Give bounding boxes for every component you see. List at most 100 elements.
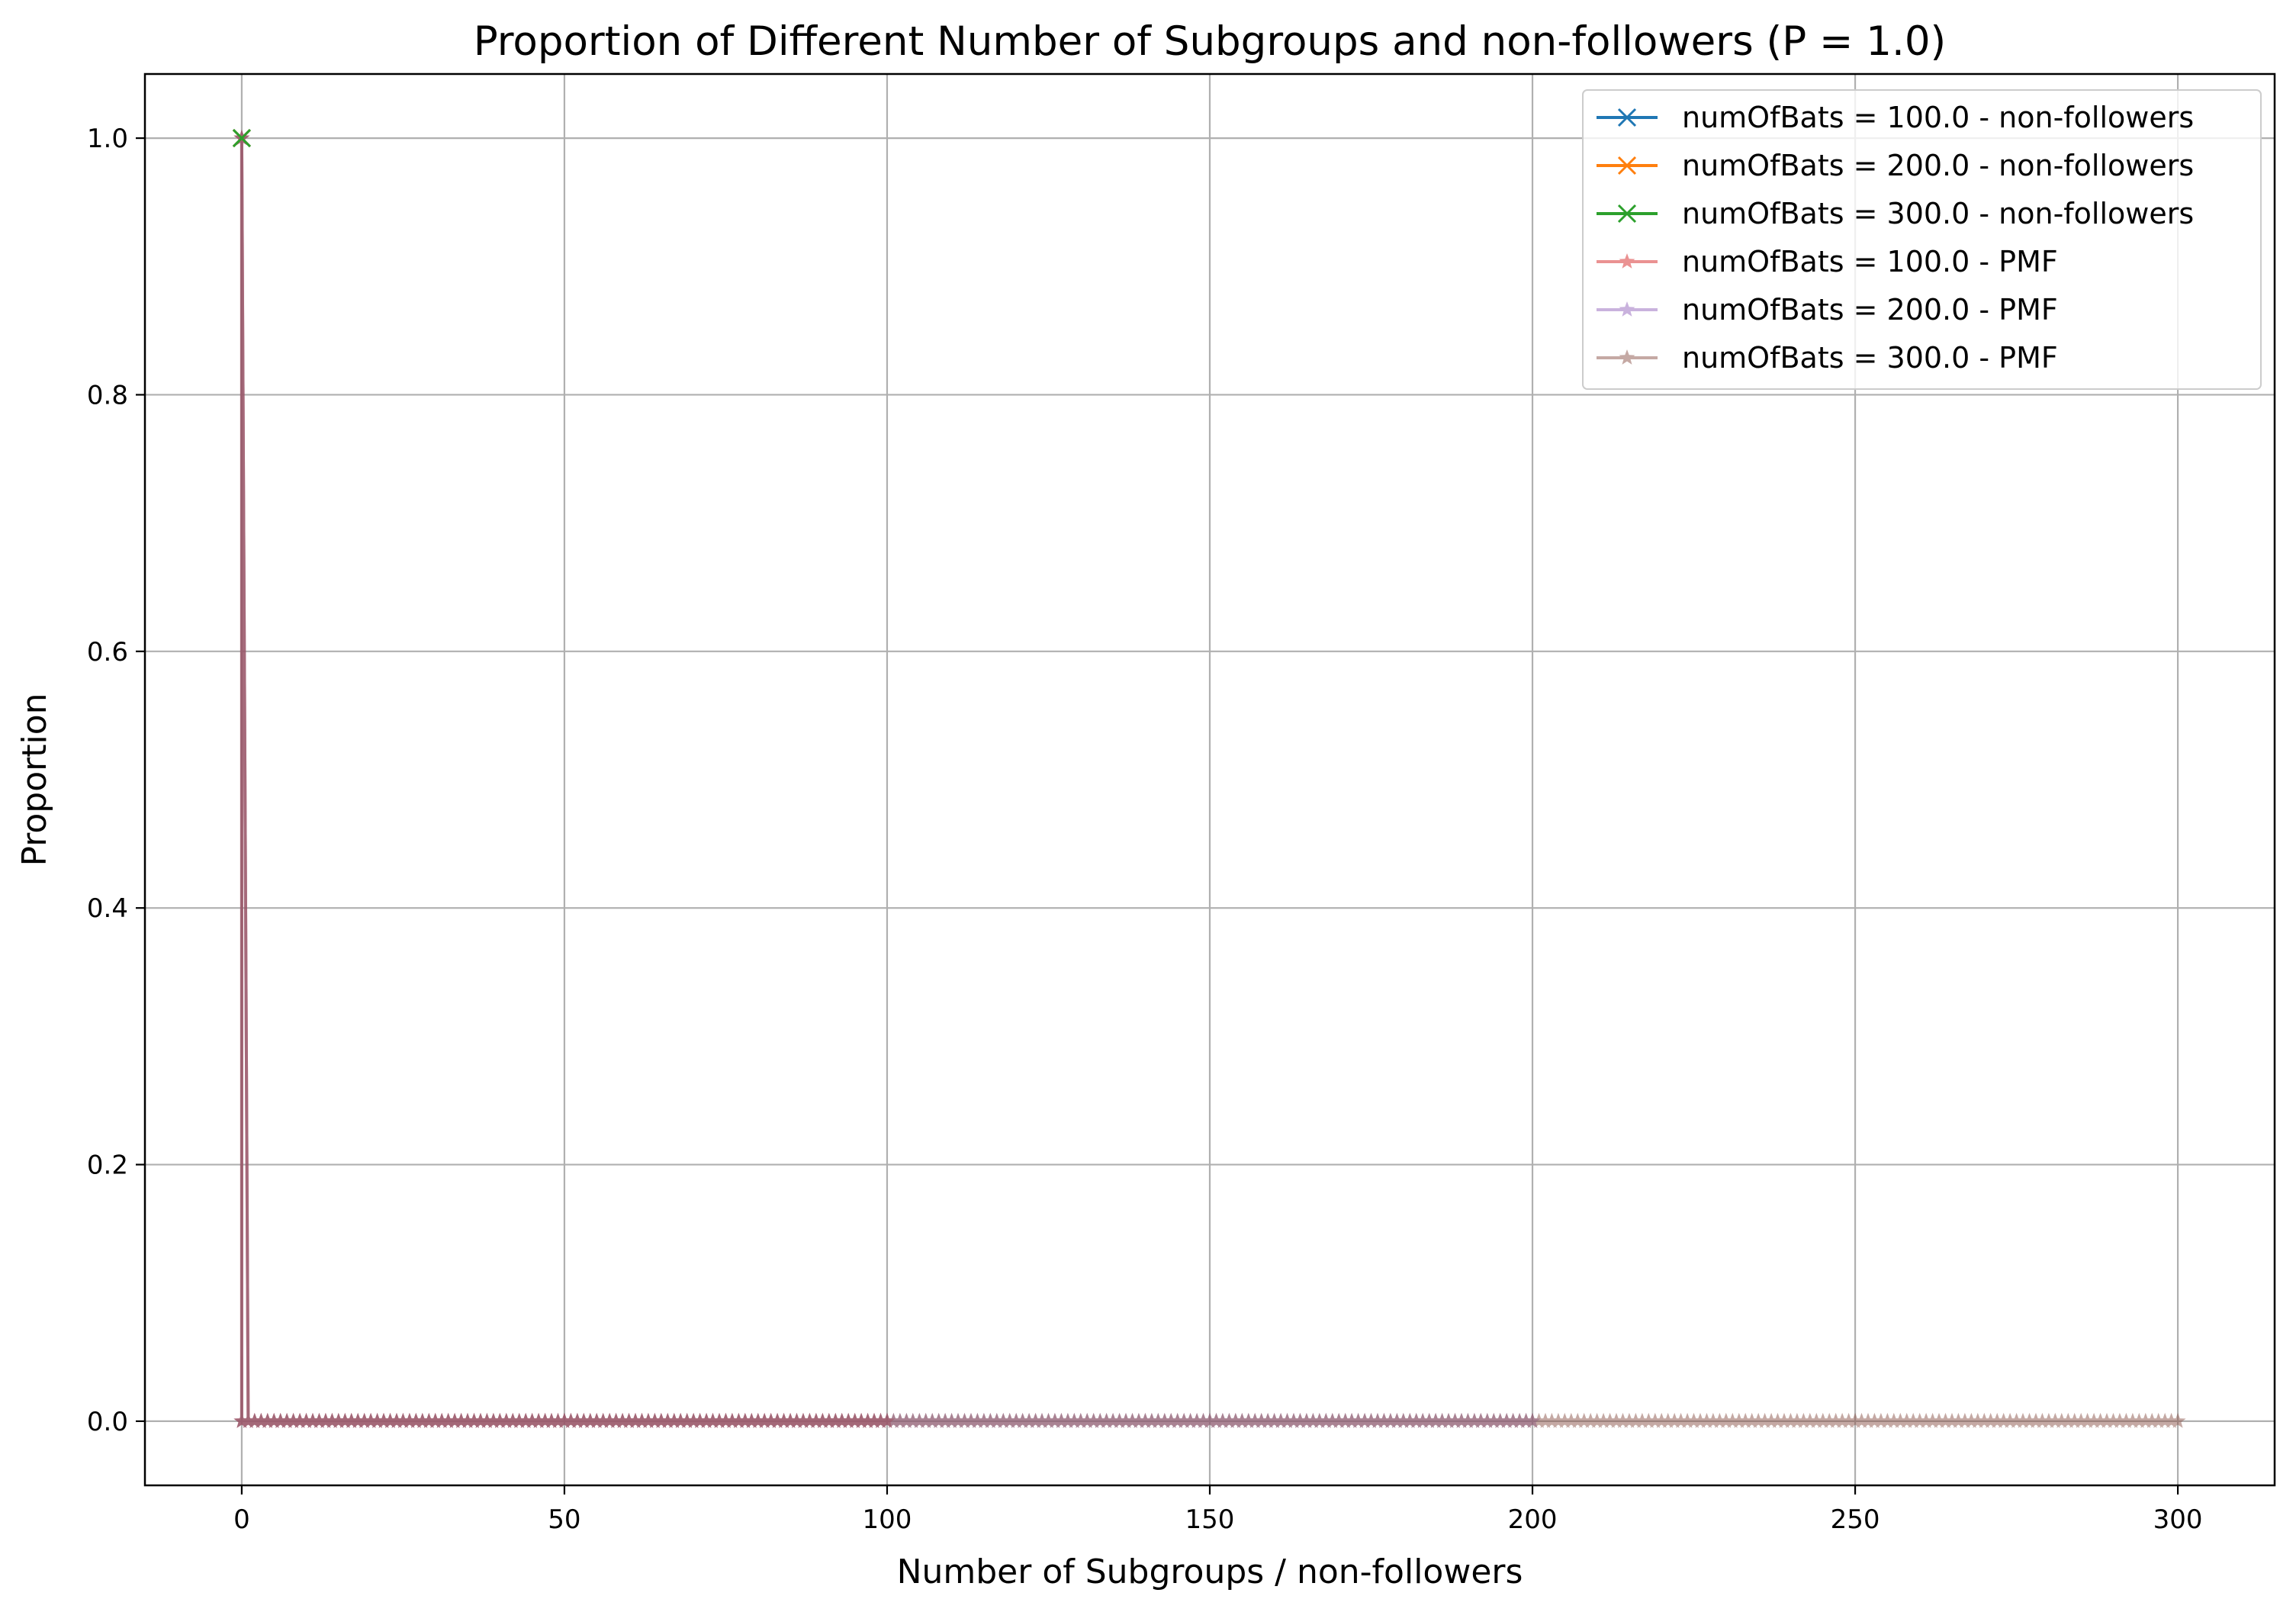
data-point-star — [989, 1412, 1005, 1428]
data-point-star — [1079, 1412, 1095, 1428]
legend-swatch — [1597, 349, 1658, 365]
data-point-star — [2092, 1412, 2108, 1428]
data-point-x — [232, 129, 251, 148]
data-point-star — [1453, 1412, 1470, 1428]
data-point-star — [2047, 1412, 2063, 1428]
data-point-star — [2060, 1412, 2076, 1428]
data-point-star — [1744, 1412, 1761, 1428]
data-point-star — [621, 1412, 637, 1428]
data-point-star — [937, 1412, 953, 1428]
data-point-star — [595, 1412, 612, 1428]
data-point-star — [1137, 1412, 1153, 1428]
data-point-star — [1356, 1412, 1373, 1428]
data-point-star — [1524, 1412, 1541, 1428]
y-tick-label: 0.8 — [87, 380, 128, 410]
data-point-star — [730, 1412, 747, 1428]
data-point-star — [453, 1412, 469, 1428]
data-point-star — [1931, 1412, 1947, 1428]
data-point-star — [2143, 1412, 2160, 1428]
data-point-star — [2137, 1412, 2154, 1428]
legend-label: numOfBats = 200.0 - non-followers — [1682, 149, 2194, 182]
data-point-star — [343, 1412, 360, 1428]
data-point-star — [1279, 1412, 1295, 1428]
data-point-star — [1640, 1412, 1657, 1428]
data-point-star — [2053, 1412, 2070, 1428]
data-point-star — [1679, 1412, 1696, 1428]
data-point-star — [446, 1412, 463, 1428]
data-point-star — [718, 1412, 734, 1428]
data-point-star — [466, 1412, 482, 1428]
data-point-star — [1272, 1412, 1289, 1428]
data-point-star — [1627, 1412, 1644, 1428]
data-point-star — [970, 1412, 986, 1428]
legend-item: numOfBats = 300.0 - PMF — [1597, 341, 2058, 375]
data-point-star — [1731, 1412, 1748, 1428]
data-point-star — [1162, 1412, 1179, 1428]
data-point-star — [1317, 1412, 1334, 1428]
data-point-star — [789, 1412, 805, 1428]
data-point-star — [1156, 1412, 1173, 1428]
y-tick-label: 0.4 — [87, 893, 128, 924]
data-point-star — [1550, 1412, 1567, 1428]
data-point-star — [1686, 1412, 1702, 1428]
data-point-star — [995, 1412, 1011, 1428]
data-point-star — [485, 1412, 502, 1428]
data-point-star — [808, 1412, 825, 1428]
data-point-star — [1995, 1412, 2012, 1428]
x-tick-label: 100 — [863, 1504, 912, 1535]
data-point-star — [608, 1412, 625, 1428]
data-point-star — [769, 1412, 786, 1428]
data-point-star — [743, 1412, 760, 1428]
data-point-star — [1298, 1412, 1315, 1428]
data-point-star — [1182, 1412, 1199, 1428]
x-tick-label: 50 — [548, 1504, 580, 1535]
data-point-star — [834, 1412, 851, 1428]
data-point-star — [278, 1412, 295, 1428]
data-point-star — [1124, 1412, 1140, 1428]
data-point-star — [982, 1412, 998, 1428]
data-point-star — [1763, 1412, 1780, 1428]
data-point-star — [1246, 1412, 1263, 1428]
data-point-star — [1324, 1412, 1341, 1428]
data-point-star — [304, 1412, 321, 1428]
data-point-star — [498, 1412, 515, 1428]
data-point-star — [1388, 1412, 1405, 1428]
data-point-star — [1066, 1412, 1082, 1428]
data-point-star — [1034, 1412, 1050, 1428]
data-point-star — [1705, 1412, 1722, 1428]
data-point-star — [1899, 1412, 1915, 1428]
data-point-star — [1569, 1412, 1586, 1428]
legend-item: numOfBats = 200.0 - PMF — [1597, 293, 2058, 327]
data-point-star — [2066, 1412, 2083, 1428]
data-point-star — [950, 1412, 966, 1428]
data-point-star — [672, 1412, 689, 1428]
data-point-star — [1427, 1412, 1444, 1428]
data-point-star — [659, 1412, 676, 1428]
data-point-star — [479, 1412, 495, 1428]
data-point-star — [898, 1412, 915, 1428]
data-point-star — [1015, 1412, 1031, 1428]
data-point-star — [1828, 1412, 1844, 1428]
data-point-star — [240, 1412, 256, 1428]
data-point-star — [634, 1412, 650, 1428]
data-point-star — [2040, 1412, 2057, 1428]
data-point-star — [1447, 1412, 1463, 1428]
data-point-star — [1937, 1412, 1954, 1428]
data-point-star — [1085, 1412, 1102, 1428]
data-point-star — [2163, 1412, 2180, 1428]
data-point-star — [2169, 1412, 2186, 1428]
data-point-star — [1240, 1412, 1257, 1428]
data-point-star — [1369, 1412, 1386, 1428]
data-point-star — [1757, 1412, 1773, 1428]
data-point-star — [1808, 1412, 1825, 1428]
axis-ticks: 0 50 100 150 200 250 300 0.0 0.2 0.4 0.6 0.8 1.0 — [87, 124, 2203, 1535]
data-point-star — [401, 1412, 418, 1428]
data-point-star — [388, 1412, 405, 1428]
x-tick-label: 300 — [2153, 1504, 2203, 1535]
data-point-star — [524, 1412, 541, 1428]
data-point-star — [853, 1412, 870, 1428]
data-point-star — [2130, 1412, 2147, 1428]
legend-label: numOfBats = 100.0 - PMF — [1682, 245, 2058, 278]
data-point-star — [905, 1412, 921, 1428]
data-point-star — [2034, 1412, 2050, 1428]
